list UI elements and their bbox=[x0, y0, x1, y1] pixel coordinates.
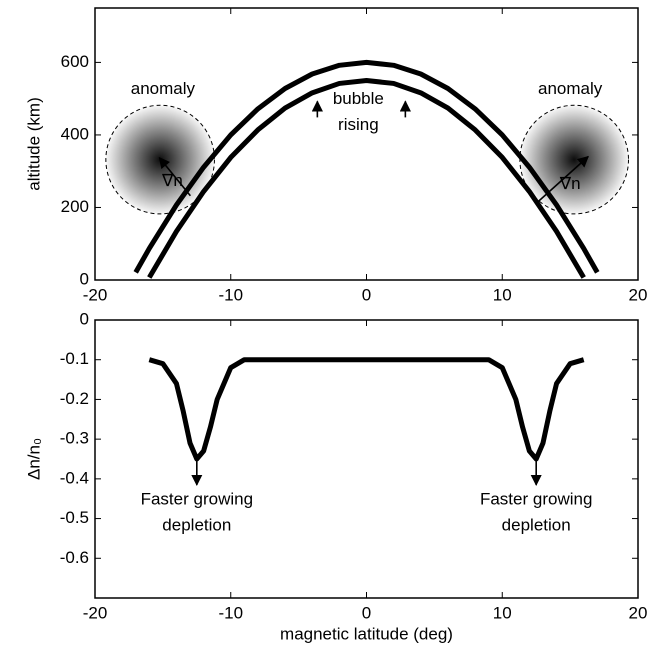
annotation: anomaly bbox=[131, 79, 196, 98]
x-axis-label: magnetic latitude (deg) bbox=[280, 624, 453, 643]
x-tick-label: 20 bbox=[629, 285, 648, 304]
y-tick-label: -0.6 bbox=[60, 548, 89, 567]
y-tick-label: 400 bbox=[61, 124, 89, 143]
x-tick-label: -10 bbox=[218, 603, 243, 622]
annotation: rising bbox=[338, 115, 379, 134]
x-tick-label: -20 bbox=[83, 285, 108, 304]
annotation: depletion bbox=[162, 515, 231, 534]
y-tick-label: 600 bbox=[61, 52, 89, 71]
x-tick-label: -10 bbox=[218, 285, 243, 304]
annotation: bubble bbox=[333, 89, 384, 108]
y-axis-label: Δn/n₀ bbox=[24, 438, 43, 480]
x-tick-label: 20 bbox=[629, 603, 648, 622]
annotation: anomaly bbox=[538, 79, 603, 98]
x-tick-label: -20 bbox=[83, 603, 108, 622]
curve bbox=[147, 78, 586, 279]
annotation: ∇n bbox=[559, 174, 581, 193]
curve bbox=[148, 357, 585, 462]
annotation: ∇n bbox=[161, 171, 183, 190]
y-tick-label: -0.1 bbox=[60, 349, 89, 368]
y-tick-label: -0.4 bbox=[60, 468, 89, 487]
y-tick-label: -0.3 bbox=[60, 429, 89, 448]
x-tick-label: 10 bbox=[493, 285, 512, 304]
arrow bbox=[537, 155, 589, 203]
annotation: Faster growing bbox=[480, 489, 592, 508]
x-tick-label: 10 bbox=[493, 603, 512, 622]
y-tick-label: 200 bbox=[61, 197, 89, 216]
annotation: depletion bbox=[502, 515, 571, 534]
y-tick-label: -0.5 bbox=[60, 508, 89, 527]
curve bbox=[133, 59, 600, 274]
y-axis-label: altitude (km) bbox=[24, 97, 43, 191]
arrow bbox=[158, 156, 191, 197]
y-tick-label: -0.2 bbox=[60, 389, 89, 408]
x-tick-label: 0 bbox=[362, 285, 371, 304]
plot-area bbox=[133, 59, 600, 279]
y-tick-label: 0 bbox=[80, 269, 89, 288]
x-tick-label: 0 bbox=[362, 603, 371, 622]
y-tick-label: 0 bbox=[80, 309, 89, 328]
annotation: Faster growing bbox=[141, 489, 253, 508]
plot-area bbox=[148, 357, 585, 462]
